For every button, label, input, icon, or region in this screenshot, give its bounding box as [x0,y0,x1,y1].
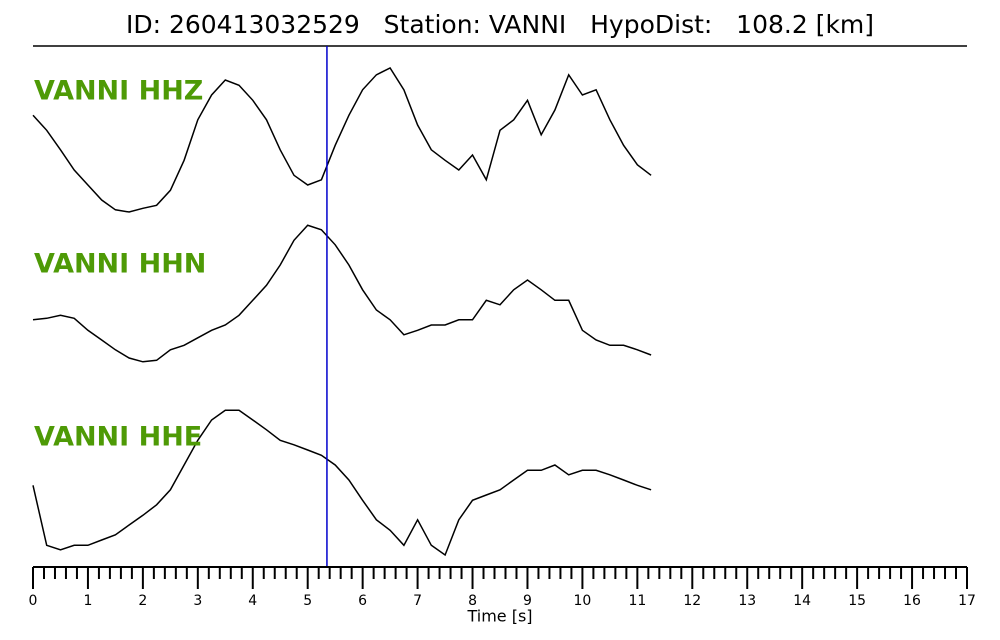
x-tick-label: 14 [793,593,811,609]
x-tick-label: 16 [903,593,921,609]
x-tick-label: 13 [738,593,756,609]
x-tick-label: 10 [573,593,591,609]
trace-label: VANNI HHZ [34,76,203,107]
trace [32,409,652,557]
x-tick-label: 12 [683,593,701,609]
x-tick-label: 6 [358,593,367,609]
x-tick-label: 9 [523,593,532,609]
chart-title: ID: 260413032529 Station: VANNI HypoDist… [126,10,874,39]
trace-label: VANNI HHN [34,249,206,280]
trace [32,67,652,213]
trace [32,224,652,363]
x-tick-label: 11 [628,593,646,609]
x-tick-label: 5 [303,593,312,609]
x-tick-label: 0 [29,593,38,609]
x-tick-label: 3 [193,593,202,609]
x-tick-label: 4 [248,593,257,609]
x-tick-label: 7 [413,593,422,609]
x-tick-label: 17 [958,593,976,609]
x-axis-label: Time [s] [466,607,532,626]
x-tick-label: 2 [138,593,147,609]
x-tick-label: 15 [848,593,866,609]
trace-label: VANNI HHE [34,422,202,453]
x-tick-label: 8 [468,593,477,609]
x-tick-label: 1 [83,593,92,609]
